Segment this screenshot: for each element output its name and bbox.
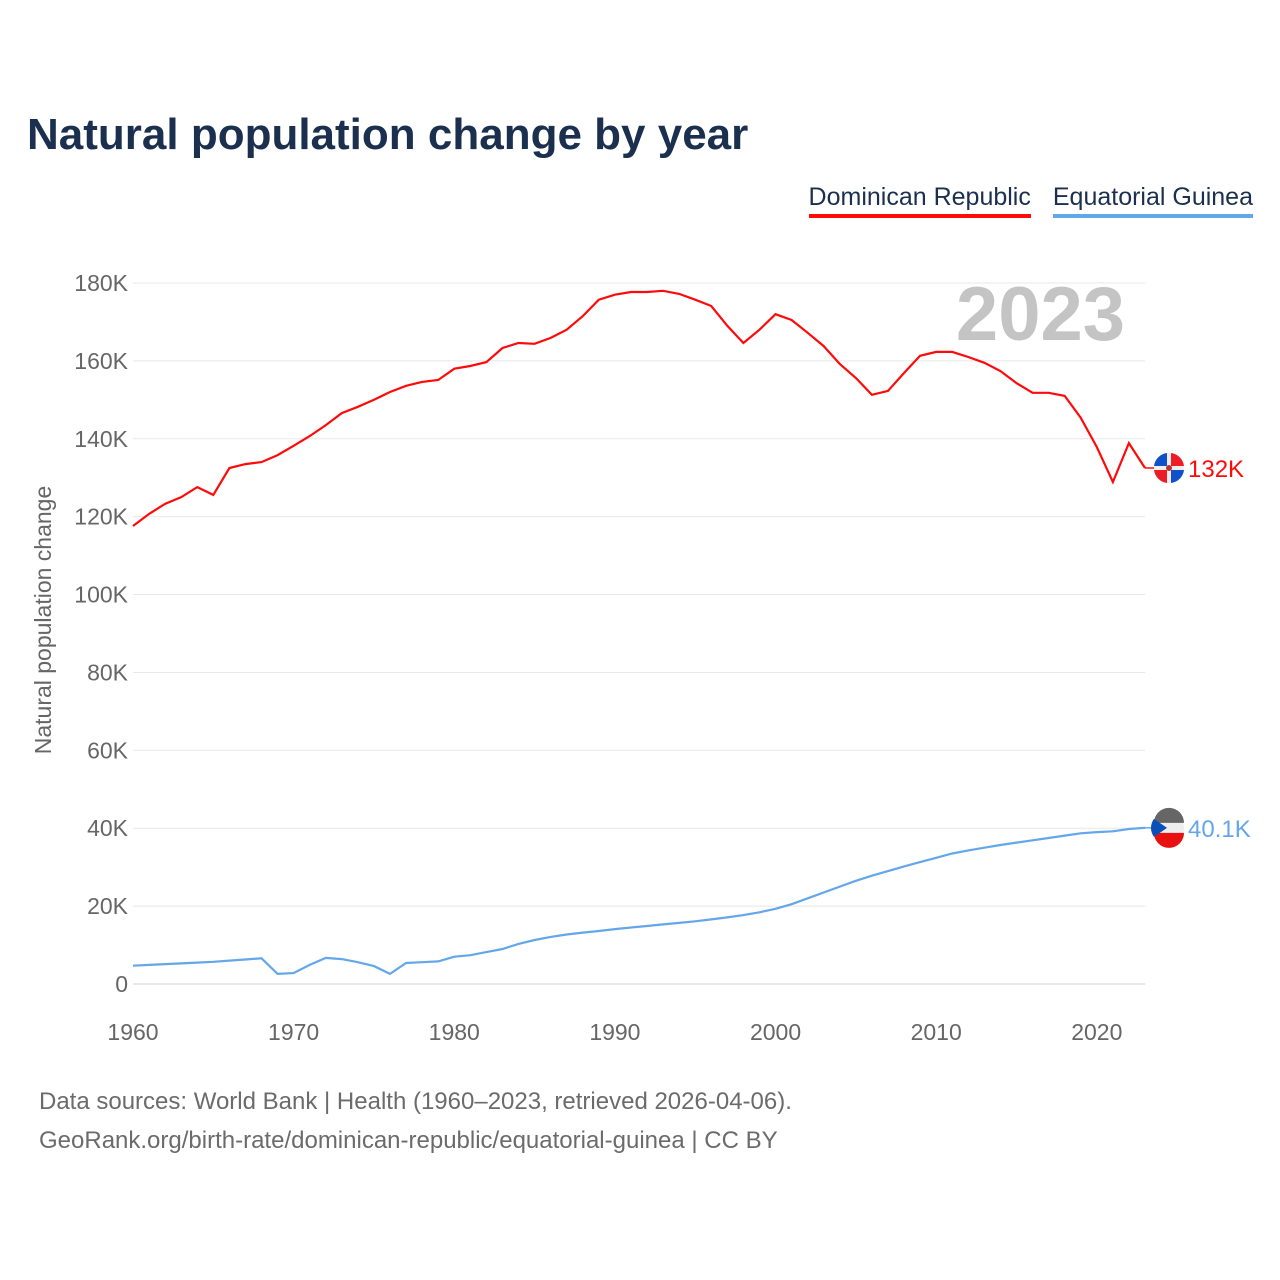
flag-part (1154, 469, 1167, 483)
x-tick-label: 2020 (1071, 1019, 1122, 1045)
chart-title: Natural population change by year (27, 110, 749, 159)
x-tick-label: 1970 (268, 1019, 319, 1045)
legend: Dominican Republic Equatorial Guinea (808, 183, 1253, 218)
y-tick-label: 120K (74, 504, 128, 530)
end-value-label: 40.1K (1188, 816, 1251, 843)
y-tick-label: 20K (87, 893, 129, 919)
end-value-label: 132K (1188, 456, 1244, 483)
x-tick-label: 2000 (750, 1019, 801, 1045)
legend-item-equatorial-guinea[interactable]: Equatorial Guinea (1052, 183, 1253, 218)
flag-part (1154, 832, 1184, 848)
series-line-1 (132, 826, 1146, 976)
x-tick-label: 1990 (589, 1019, 640, 1045)
y-axis-label: Natural population change (30, 486, 56, 755)
x-tick-label: 1980 (429, 1019, 480, 1045)
y-tick-label: 100K (74, 582, 128, 608)
y-tick-label: 180K (74, 270, 128, 296)
x-tick-label: 1960 (107, 1019, 158, 1045)
source-line-2: GeoRank.org/birth-rate/dominican-republi… (39, 1127, 778, 1154)
y-tick-label: 60K (87, 737, 129, 763)
flag-part (1166, 464, 1172, 471)
year-watermark: 2023 (956, 272, 1125, 357)
flag-part (1171, 452, 1184, 466)
y-tick-label: 0 (115, 971, 128, 997)
legend-item-dominican-republic[interactable]: Dominican Republic (808, 183, 1031, 218)
y-tick-label: 80K (87, 659, 129, 685)
flag-part (1154, 452, 1167, 466)
y-tick-label: 160K (74, 348, 128, 374)
y-tick-label: 140K (74, 426, 128, 452)
series-line-0 (132, 289, 1146, 527)
y-tick-label: 40K (87, 815, 129, 841)
source-line-1: Data sources: World Bank | Health (1960–… (39, 1088, 792, 1115)
flag-part (1171, 469, 1184, 483)
flag-part (1154, 807, 1184, 823)
x-tick-label: 2010 (911, 1019, 962, 1045)
flag-part (1151, 818, 1167, 837)
